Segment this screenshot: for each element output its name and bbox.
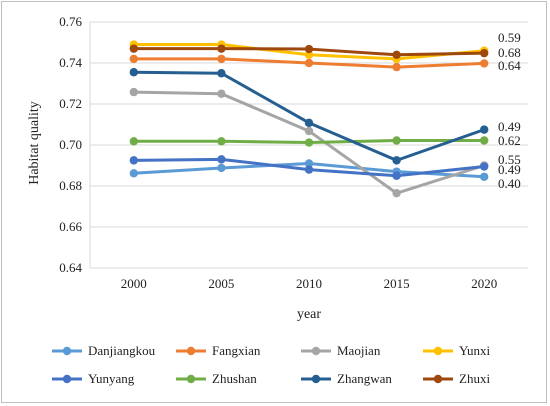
x-axis-ticks: 2000 2005 2010 2015 2020 xyxy=(121,276,497,291)
data-point xyxy=(304,58,314,68)
end-label: 0.59 xyxy=(498,30,521,45)
data-point xyxy=(392,136,401,145)
data-point xyxy=(129,68,138,77)
y-tick-label: 0.66 xyxy=(59,219,82,234)
legend-item-zhushan: Zhushan xyxy=(176,371,257,386)
data-point xyxy=(217,163,226,173)
data-point xyxy=(129,137,138,146)
end-label: 0.55 xyxy=(498,152,521,167)
end-label: 0.62 xyxy=(498,133,521,148)
data-point xyxy=(129,87,138,97)
data-point xyxy=(392,156,401,165)
data-point xyxy=(304,159,314,168)
data-point xyxy=(129,156,138,165)
legend-label: Yunxi xyxy=(459,343,490,358)
end-label: 0.64 xyxy=(498,58,521,73)
legend-label: Danjiangkou xyxy=(88,343,156,358)
y-tick-label: 0.68 xyxy=(59,178,82,193)
y-tick-label: 0.74 xyxy=(59,55,82,70)
legend-label: Maojian xyxy=(337,343,381,358)
series-zhushan xyxy=(129,136,489,147)
x-tick-label: 2005 xyxy=(208,276,234,291)
end-label: 0.40 xyxy=(498,176,521,191)
legend-item-maojian: Maojian xyxy=(301,343,381,358)
data-point xyxy=(304,165,314,174)
data-point xyxy=(217,89,226,98)
data-point xyxy=(217,155,226,164)
legend-label: Zhangwan xyxy=(337,371,392,386)
legend-label: Zhuxi xyxy=(459,371,490,386)
data-point xyxy=(480,136,489,145)
legend-swatch-marker xyxy=(62,374,72,384)
data-point xyxy=(480,162,489,171)
data-point xyxy=(129,169,138,178)
x-axis-title: year xyxy=(297,307,321,322)
legend-swatch-marker xyxy=(311,346,321,356)
end-labels: 0.590.680.640.490.620.550.490.40 xyxy=(498,30,521,191)
series-fangxian xyxy=(129,54,489,72)
data-point xyxy=(304,118,314,128)
legend-item-fangxian: Fangxian xyxy=(176,343,261,358)
data-point xyxy=(480,48,489,58)
legend-item-zhuxi: Zhuxi xyxy=(423,371,490,386)
data-point xyxy=(304,44,314,54)
data-point xyxy=(304,138,314,147)
y-tick-label: 0.64 xyxy=(59,260,82,275)
y-axis-title: Habitat quality xyxy=(27,101,42,185)
x-tick-label: 2020 xyxy=(471,276,497,291)
legend-item-zhangwan: Zhangwan xyxy=(301,371,392,386)
data-point xyxy=(129,54,138,64)
y-tick-label: 0.76 xyxy=(59,14,82,29)
end-label: 0.49 xyxy=(498,162,521,177)
legend-item-yunxi: Yunxi xyxy=(423,343,490,358)
data-point xyxy=(392,171,401,180)
x-tick-label: 2000 xyxy=(121,276,147,291)
data-point xyxy=(480,125,489,134)
legend-item-danjiangkou: Danjiangkou xyxy=(52,343,156,358)
series-zhuxi xyxy=(129,44,489,59)
data-point xyxy=(217,54,226,64)
legend-swatch-marker xyxy=(62,346,72,356)
y-axis-ticks: 0.64 0.66 0.68 0.70 0.72 0.74 0.76 xyxy=(59,14,82,275)
data-point xyxy=(392,62,401,72)
data-point xyxy=(480,172,489,181)
end-label: 0.49 xyxy=(498,119,521,134)
data-point xyxy=(129,44,138,53)
legend-label: Yunyang xyxy=(88,371,135,386)
data-point xyxy=(392,50,401,59)
series-zhangwan xyxy=(129,68,489,165)
x-tick-label: 2015 xyxy=(384,276,410,291)
data-point xyxy=(217,137,226,146)
data-point xyxy=(217,69,226,78)
x-tick-label: 2010 xyxy=(296,276,322,291)
data-point xyxy=(217,44,226,53)
legend-swatch-marker xyxy=(433,346,443,356)
legend-label: Fangxian xyxy=(212,343,261,358)
legend-item-yunyang: Yunyang xyxy=(52,371,135,386)
data-point xyxy=(304,126,314,136)
legend-label: Zhushan xyxy=(212,371,257,386)
series-lines xyxy=(129,40,489,198)
end-label: 0.68 xyxy=(498,45,521,60)
series-yunyang xyxy=(129,155,489,180)
legend-swatch-marker xyxy=(311,374,321,384)
data-point xyxy=(392,188,401,198)
data-point xyxy=(304,50,314,59)
series-line xyxy=(133,70,485,162)
legend: Danjiangkou Fangxian Maojian Yunxi Yunyang Zh… xyxy=(52,343,490,386)
y-tick-label: 0.72 xyxy=(59,96,82,111)
data-point xyxy=(480,59,489,68)
legend-swatch-marker xyxy=(433,374,443,384)
legend-swatch-marker xyxy=(186,374,196,384)
legend-swatch-marker xyxy=(186,346,196,356)
y-tick-label: 0.70 xyxy=(59,137,82,152)
